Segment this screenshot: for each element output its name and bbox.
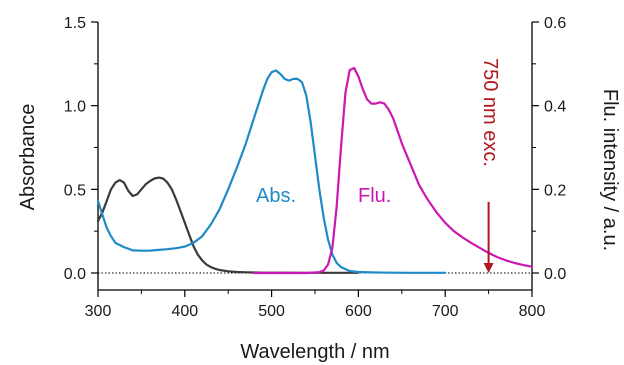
y-right-tick-label: 0.0	[544, 266, 566, 283]
x-tick-label: 700	[432, 303, 459, 320]
flu-series-label: Flu.	[358, 185, 391, 207]
x-axis-label: Wavelength / nm	[240, 341, 389, 363]
ticks-layer: 300 400 500 600 700 800 0.0 0.5 1.0 1.5 0.0 0.2 0.4 0…	[64, 15, 567, 320]
excitation-label: 750 nm exc.	[479, 58, 501, 167]
y-right-tick-label: 0.6	[544, 15, 566, 32]
y-right-tick-label: 0.2	[544, 182, 566, 199]
series-line-abs	[96, 69, 447, 274]
series-layer	[96, 66, 534, 275]
y-right-tick-label: 0.4	[544, 99, 566, 116]
x-tick-label: 400	[171, 303, 198, 320]
series-line-flu	[253, 66, 534, 275]
excitation-arrow-head	[483, 263, 494, 273]
y-left-tick-label: 0.0	[64, 266, 86, 283]
x-tick-label: 600	[345, 303, 372, 320]
abs-series-label: Abs.	[256, 185, 296, 207]
y-left-tick-label: 1.5	[64, 15, 86, 32]
x-tick-label: 300	[85, 303, 112, 320]
x-tick-label: 800	[519, 303, 546, 320]
x-tick-label: 500	[258, 303, 285, 320]
y-left-tick-label: 1.0	[64, 99, 86, 116]
y-left-tick-label: 0.5	[64, 182, 86, 199]
y-axis-right-label: Flu. intensity / a.u.	[599, 89, 621, 251]
y-axis-left-label: Absorbance	[17, 104, 39, 211]
